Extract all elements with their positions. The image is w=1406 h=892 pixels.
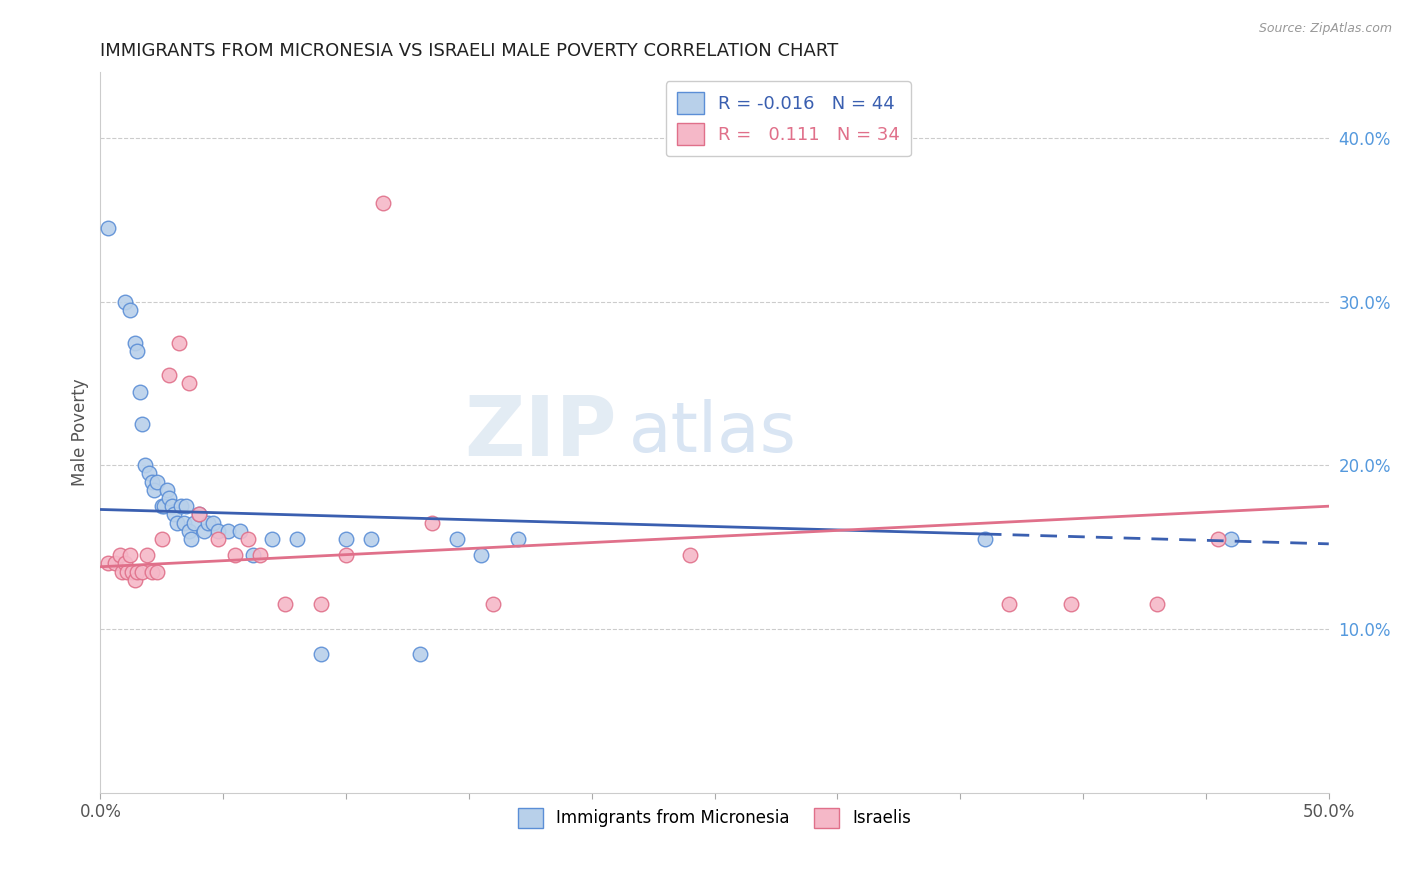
Point	[150, 499, 173, 513]
Point	[207, 524, 229, 538]
Point	[118, 549, 141, 563]
Point	[176, 499, 198, 513]
Point	[285, 532, 308, 546]
Point	[173, 516, 195, 530]
Point	[482, 598, 505, 612]
Point	[143, 483, 166, 497]
Point	[177, 376, 200, 391]
Point	[679, 549, 702, 563]
Point	[207, 532, 229, 546]
Point	[371, 196, 394, 211]
Text: atlas: atlas	[628, 399, 796, 466]
Point	[156, 483, 179, 497]
Point	[1219, 532, 1241, 546]
Point	[127, 565, 149, 579]
Point	[127, 343, 149, 358]
Point	[131, 417, 153, 432]
Point	[249, 549, 271, 563]
Point	[97, 221, 120, 235]
Point	[118, 302, 141, 317]
Point	[224, 549, 246, 563]
Point	[420, 516, 443, 530]
Point	[335, 549, 357, 563]
Text: IMMIGRANTS FROM MICRONESIA VS ISRAELI MALE POVERTY CORRELATION CHART: IMMIGRANTS FROM MICRONESIA VS ISRAELI MA…	[100, 42, 838, 60]
Y-axis label: Male Poverty: Male Poverty	[72, 379, 89, 486]
Point	[1146, 598, 1168, 612]
Point	[183, 516, 205, 530]
Point	[409, 647, 432, 661]
Text: Source: ZipAtlas.com: Source: ZipAtlas.com	[1258, 22, 1392, 36]
Point	[187, 508, 209, 522]
Point	[146, 475, 169, 489]
Point	[170, 499, 193, 513]
Point	[177, 524, 200, 538]
Point	[311, 598, 333, 612]
Point	[1206, 532, 1229, 546]
Point	[197, 516, 219, 530]
Point	[163, 508, 186, 522]
Point	[160, 499, 183, 513]
Point	[124, 573, 146, 587]
Point	[193, 524, 215, 538]
Point	[104, 557, 127, 571]
Point	[153, 499, 176, 513]
Point	[114, 557, 136, 571]
Point	[124, 335, 146, 350]
Point	[311, 647, 333, 661]
Point	[108, 549, 131, 563]
Point	[506, 532, 529, 546]
Point	[1060, 598, 1083, 612]
Point	[134, 458, 156, 473]
Text: ZIP: ZIP	[464, 392, 616, 473]
Point	[157, 368, 180, 383]
Point	[150, 532, 173, 546]
Point	[446, 532, 468, 546]
Point	[138, 467, 160, 481]
Point	[117, 565, 139, 579]
Point	[111, 565, 134, 579]
Point	[97, 557, 120, 571]
Point	[335, 532, 357, 546]
Point	[217, 524, 239, 538]
Point	[470, 549, 492, 563]
Point	[141, 475, 163, 489]
Point	[242, 549, 264, 563]
Point	[141, 565, 163, 579]
Point	[121, 565, 143, 579]
Point	[262, 532, 284, 546]
Point	[166, 516, 188, 530]
Point	[187, 508, 209, 522]
Point	[998, 598, 1021, 612]
Legend: Immigrants from Micronesia, Israelis: Immigrants from Micronesia, Israelis	[510, 801, 918, 835]
Point	[973, 532, 995, 546]
Point	[202, 516, 225, 530]
Point	[157, 491, 180, 505]
Point	[229, 524, 252, 538]
Point	[180, 532, 202, 546]
Point	[136, 549, 159, 563]
Point	[273, 598, 295, 612]
Point	[146, 565, 169, 579]
Point	[131, 565, 153, 579]
Point	[360, 532, 382, 546]
Point	[167, 335, 190, 350]
Point	[236, 532, 259, 546]
Point	[114, 294, 136, 309]
Point	[128, 384, 150, 399]
